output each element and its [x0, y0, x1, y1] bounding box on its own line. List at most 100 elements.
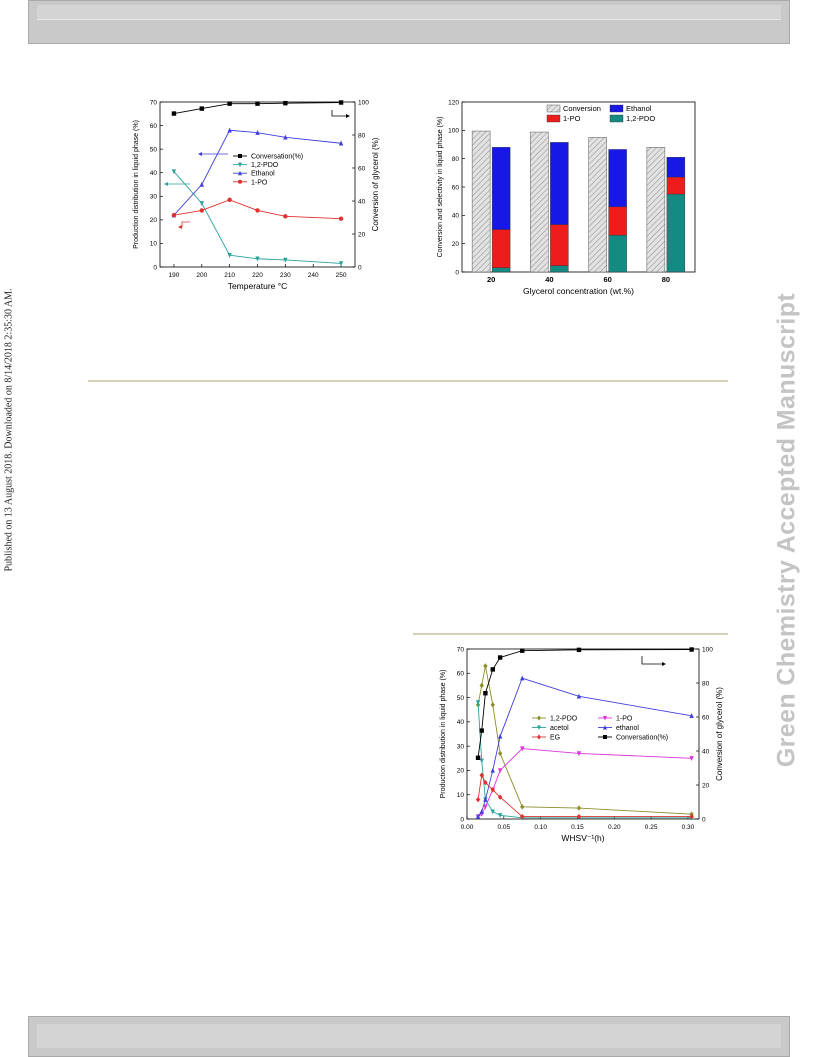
data-point: [497, 750, 503, 757]
data-point: [338, 261, 344, 267]
published-note: Published on 13 August 2018. Downloaded …: [2, 220, 16, 640]
y-tick-label: 0: [153, 264, 157, 271]
legend-marker: [537, 725, 541, 730]
data-point: [576, 751, 582, 757]
y-tick-label: 100: [448, 128, 459, 135]
conversion-bar: [530, 131, 549, 273]
data-point: [475, 700, 481, 706]
y2-tick-label: 80: [358, 132, 366, 139]
legend-label: 1,2-PDO: [550, 716, 578, 723]
data-point: [483, 796, 488, 802]
x-tick-label: 190: [168, 272, 179, 279]
x-axis-label: Glycerol concentration (wt.%): [523, 286, 634, 296]
legend-swatch: [609, 104, 624, 113]
x-tick-label: 80: [662, 275, 670, 284]
published-note-text: Published on 13 August 2018. Downloaded …: [3, 288, 15, 572]
data-point: [255, 129, 260, 135]
legend-marker: [238, 179, 242, 184]
series-line-4: [173, 199, 342, 220]
temperature-chart: 190 200 210 220 230 240 250 0 10 20 30 40 50 60 70 0 20 4…: [133, 99, 380, 291]
data-point: [199, 106, 204, 111]
data-point: [689, 756, 694, 761]
legend-marker: [603, 716, 607, 721]
data-point: [227, 127, 232, 133]
x-tick-label: 0.25: [645, 824, 658, 831]
stacked-bar-ethanol: [550, 142, 569, 225]
data-point: [171, 111, 177, 116]
data-point: [483, 804, 488, 810]
legend-marker: [603, 735, 607, 739]
footer-band: [28, 1016, 790, 1057]
stacked-bar-ethanol: [666, 157, 686, 178]
legend-marker: [603, 725, 607, 730]
data-point: [255, 256, 260, 262]
y-tick-label: 50: [457, 695, 465, 702]
data-point: [199, 201, 204, 207]
data-point: [479, 728, 484, 733]
y-axis-label: Production distribution in liquid phase …: [440, 670, 447, 799]
x-tick-label: 250: [336, 272, 347, 279]
y-tick-label: 30: [457, 743, 465, 750]
annotation-arrow: [331, 110, 346, 117]
legend-label: 1-PO: [251, 179, 268, 186]
legend-swatch: [609, 114, 624, 123]
data-point: [338, 140, 344, 146]
x-tick-label: 210: [224, 272, 235, 279]
data-point: [227, 253, 232, 258]
x-axis-label: WHSV⁻¹(h): [561, 833, 604, 843]
legend-label: 1-PO: [616, 716, 633, 723]
y-tick-label: 70: [150, 99, 158, 106]
data-point: [520, 648, 525, 653]
stacked-bar-1-po: [550, 224, 569, 266]
x-tick-label: 0.05: [497, 824, 510, 831]
y2-tick-label: 40: [358, 198, 366, 205]
legend-marker: [537, 715, 541, 721]
whsv-chart: 0.00 0.05 0.10 0.15 0.20 0.25 0.30 0 10 20 30 40 50 6…: [440, 646, 724, 843]
data-point: [227, 197, 232, 203]
annotation-arrow-head: [346, 114, 350, 118]
series-line-5: [477, 773, 692, 818]
data-point: [497, 813, 503, 819]
plot-frame: [466, 648, 700, 820]
y-tick-label: 30: [150, 194, 158, 201]
watermark: Green Chemistry Accepted Manuscript: [762, 160, 812, 860]
data-point: [497, 655, 503, 660]
data-point: [490, 667, 495, 672]
stacked-bar-1-2-pdo: [666, 193, 686, 273]
stacked-bar-1-po: [608, 206, 627, 236]
legend-marker: [537, 734, 541, 740]
stacked-bar-1-2-pdo: [491, 267, 511, 273]
x-tick-label: 20: [487, 275, 495, 284]
y-tick-label: 70: [457, 646, 465, 653]
x-axis-label: Temperature °C: [228, 281, 288, 291]
stacked-bar-1-po: [666, 176, 686, 195]
y2-axis-label: Conversion of glycerol (%): [371, 137, 380, 231]
y-tick-label: 0: [455, 269, 459, 276]
y-tick-label: 10: [150, 241, 158, 248]
stacked-bar-1-2-pdo: [550, 265, 569, 273]
data-point: [171, 169, 177, 175]
data-point: [255, 208, 260, 213]
legend-label: Ethanol: [626, 104, 652, 113]
x-tick-label: 0.10: [534, 824, 547, 831]
y-tick-label: 60: [150, 123, 158, 130]
watermark-text: Green Chemistry Accepted Manuscript: [772, 292, 801, 768]
legend-label: Conversation(%): [616, 735, 668, 742]
data-point: [479, 809, 484, 814]
y-axis-label: Conversion and selectivity in liquid pha…: [437, 117, 444, 258]
data-point: [483, 691, 488, 696]
data-point: [199, 208, 204, 213]
y-tick-label: 80: [452, 156, 460, 163]
data-point: [283, 134, 288, 140]
legend-label: 1,2-PDO: [251, 162, 279, 169]
concentration-bar-chart: 0 20 40 60 80 100 120 20 40 60 80 Glycerol concentr…: [437, 99, 696, 296]
legend-label: acetol: [550, 725, 569, 732]
data-point: [199, 181, 204, 187]
data-point: [283, 257, 288, 263]
y-tick-label: 120: [448, 99, 459, 106]
annotation-arrow: [181, 221, 190, 227]
stacked-bar-ethanol: [491, 147, 511, 230]
x-tick-label: 0.15: [571, 824, 584, 831]
series-line-3: [477, 702, 692, 819]
annotation-arrow-head: [662, 662, 666, 666]
